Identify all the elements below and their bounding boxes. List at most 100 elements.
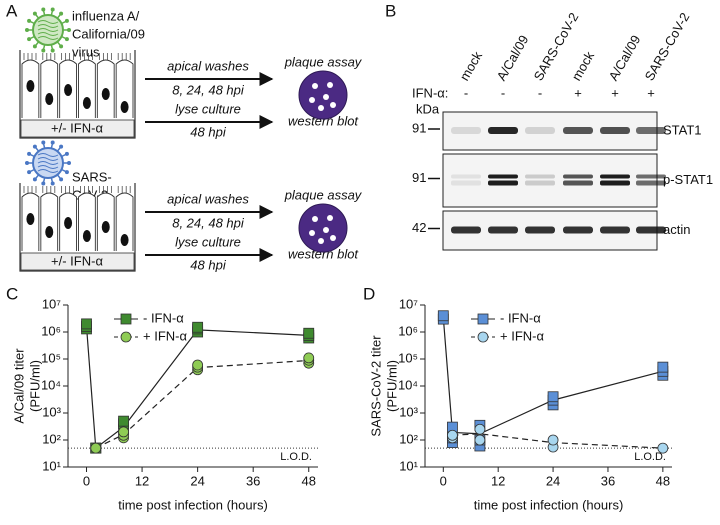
plaque [327, 82, 333, 88]
legend-label: - IFN-α [143, 310, 184, 325]
series-line [442, 317, 664, 435]
medium [20, 119, 135, 138]
virus-spike-tip [59, 177, 64, 182]
y-tick-label: 10⁶ [398, 323, 418, 338]
virus-spike-tip [64, 170, 69, 175]
data-point [474, 423, 486, 435]
x-tick-label: 48 [656, 473, 670, 488]
wash-times: 8, 24, 48 hpi [172, 82, 245, 97]
x-tick-label: 12 [491, 473, 505, 488]
virus-rna [37, 169, 59, 173]
plaque [318, 238, 324, 244]
blot-name: actin [663, 222, 690, 237]
virus-spike-tip [50, 140, 55, 145]
y-tick-label: 10⁷ [399, 296, 418, 311]
band [451, 180, 481, 186]
virus-spike-tip [25, 28, 29, 32]
nucleus [101, 221, 110, 233]
nucleus [45, 226, 54, 238]
band [488, 127, 518, 134]
virus-label: virus [72, 44, 100, 59]
band [600, 127, 630, 134]
virus-spike-tip [59, 11, 64, 16]
plaque [312, 83, 318, 89]
treatment-label: +/- IFN-α [51, 120, 103, 135]
y-axis-label: (PFU/ml) [27, 360, 42, 412]
lyse-label: lyse culture [175, 234, 241, 249]
lyse-time: 48 hpi [190, 257, 227, 272]
y-tick-label: 10¹ [42, 458, 61, 473]
x-tick-label: 0 [83, 473, 90, 488]
virus-spike-tip [41, 7, 46, 12]
data-point [657, 442, 669, 454]
nucleus [120, 234, 129, 246]
lane-label: mock [457, 48, 486, 83]
virus-spike-tip [41, 48, 46, 53]
well [19, 50, 136, 139]
data-point [81, 318, 92, 330]
plaque [312, 216, 318, 222]
cell [115, 59, 134, 118]
data-point [547, 434, 559, 446]
kda-value: 91 [412, 120, 426, 135]
virus-label: SARS- [72, 169, 112, 184]
virus-spike-tip [32, 11, 37, 16]
data-point [90, 442, 102, 454]
band [600, 180, 630, 186]
y-tick-label: 10⁵ [41, 350, 61, 365]
plaque [330, 235, 336, 241]
cell [115, 192, 134, 251]
legend-marker [120, 313, 132, 325]
band [636, 226, 666, 234]
treatment-sign: - [538, 85, 542, 100]
virus-rna [37, 24, 59, 28]
lane-label: A/Cal/09 [606, 33, 644, 84]
kda-value: 42 [412, 220, 426, 235]
plaque [330, 102, 336, 108]
data-point [474, 434, 486, 446]
x-tick-label: 12 [135, 473, 149, 488]
band [451, 226, 481, 234]
virus-spike-tip [27, 37, 32, 42]
virus-rna [37, 36, 59, 40]
y-tick-label: 10³ [42, 404, 61, 419]
legend-marker [477, 331, 489, 343]
plaque [323, 94, 329, 100]
data-point [437, 310, 449, 322]
y-tick-label: 10⁷ [42, 296, 61, 311]
virus-spike-tip [27, 170, 32, 175]
lod-label: L.O.D. [634, 451, 666, 463]
band [525, 226, 555, 234]
band [488, 226, 518, 234]
virus-spike-tip [32, 144, 37, 149]
medium [20, 252, 135, 271]
treatment-sign: + [647, 85, 655, 100]
lane-label: SARS-CoV-2 [642, 10, 693, 83]
virus-icon [25, 140, 71, 186]
x-axis-label: time post infection (hours) [118, 497, 268, 512]
x-tick-label: 24 [546, 473, 560, 488]
virus-spike-tip [41, 140, 46, 145]
kda-label: kDa [416, 101, 440, 116]
panel-letter: C [6, 284, 18, 303]
plaque-dish [298, 203, 348, 253]
data-point [118, 415, 129, 427]
nucleus [64, 84, 73, 96]
band [636, 127, 666, 134]
virus-spike-tip [41, 181, 46, 186]
y-tick-label: 10⁴ [398, 377, 418, 392]
panel-letter: B [385, 1, 396, 20]
lyse-label: lyse culture [175, 101, 241, 116]
nucleus [64, 217, 73, 229]
virus-spike-tip [59, 144, 64, 149]
blot-label: western blot [288, 113, 359, 128]
series-line [95, 359, 309, 449]
data-point [303, 327, 315, 339]
virus-spike-tip [32, 177, 37, 182]
plaque [309, 97, 315, 103]
virus-spike-tip [67, 28, 71, 32]
band [636, 180, 666, 186]
x-tick-label: 24 [190, 473, 204, 488]
lod-label: L.O.D. [280, 451, 312, 463]
treatment-sign: + [611, 85, 619, 100]
